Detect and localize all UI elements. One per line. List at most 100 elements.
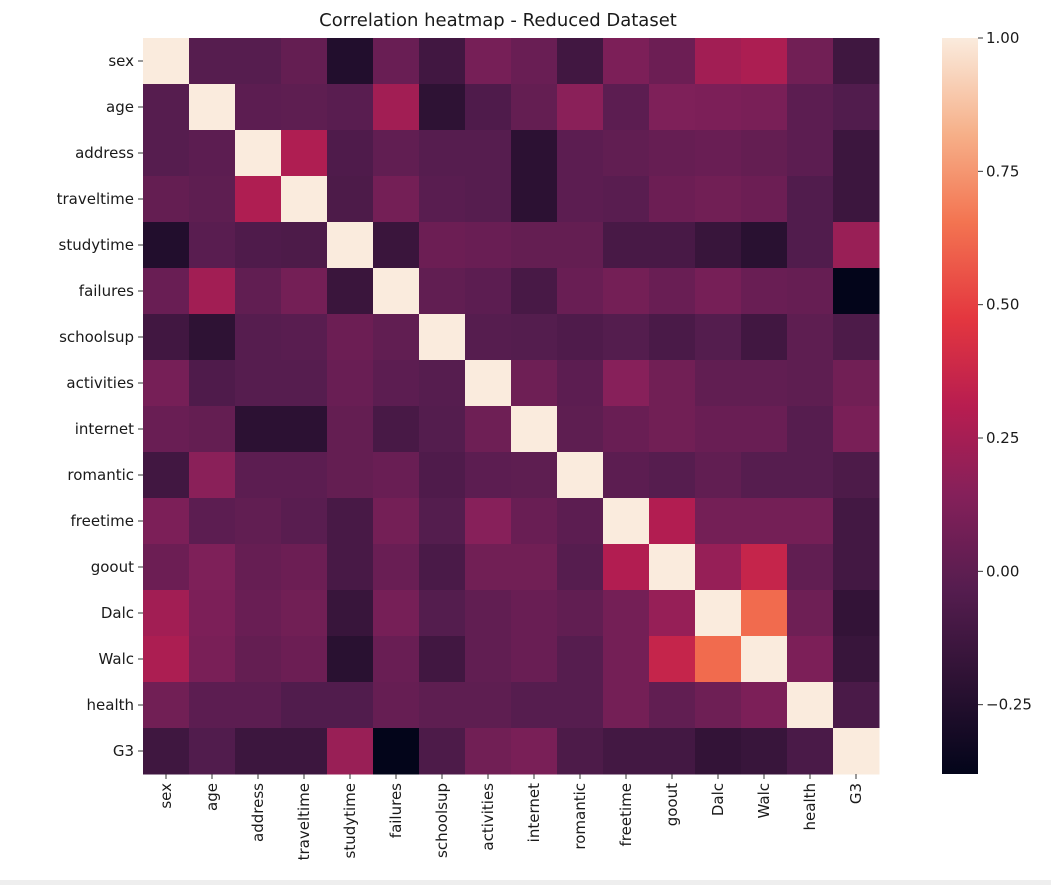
heatmap-cells xyxy=(143,38,880,775)
heatmap-cell-G3-failures xyxy=(373,728,420,775)
col-label-schoolsup: schoolsup xyxy=(433,783,451,858)
heatmap-cell-goout-activities xyxy=(465,544,512,591)
heatmap-cell-Walc-internet xyxy=(511,636,558,683)
heatmap-cell-activities-goout xyxy=(649,360,696,407)
heatmap-cell-goout-sex xyxy=(143,544,190,591)
heatmap-cell-age-freetime xyxy=(603,84,650,131)
heatmap-cell-address-address xyxy=(235,130,282,177)
heatmap-cell-activities-sex xyxy=(143,360,190,407)
row-label-age: age xyxy=(106,98,134,116)
heatmap-cell-Walc-goout xyxy=(649,636,696,683)
heatmap-cell-internet-sex xyxy=(143,406,190,453)
colorbar-tick-label: −0.25 xyxy=(986,696,1032,714)
heatmap-cell-Dalc-age xyxy=(189,590,236,637)
heatmap-cell-Walc-Walc xyxy=(741,636,788,683)
heatmap-cell-failures-activities xyxy=(465,268,512,315)
colorbar-tick-label: 1.00 xyxy=(986,29,1019,47)
heatmap-cell-traveltime-romantic xyxy=(557,176,604,223)
heatmap-cell-sex-failures xyxy=(373,38,420,85)
heatmap-cell-schoolsup-G3 xyxy=(833,314,880,361)
col-label-age: age xyxy=(203,783,221,811)
heatmap-cell-studytime-failures xyxy=(373,222,420,269)
heatmap-cell-health-freetime xyxy=(603,682,650,729)
col-label-goout: goout xyxy=(663,783,681,826)
heatmap-cell-romantic-freetime xyxy=(603,452,650,499)
row-label-sex: sex xyxy=(108,52,134,70)
heatmap-cell-failures-goout xyxy=(649,268,696,315)
heatmap-cell-failures-traveltime xyxy=(281,268,328,315)
heatmap-cell-Dalc-Walc xyxy=(741,590,788,637)
heatmap-cell-address-Walc xyxy=(741,130,788,177)
column-labels: sex age address traveltime studytime failures… xyxy=(157,774,865,860)
heatmap-cell-failures-Walc xyxy=(741,268,788,315)
col-label-freetime: freetime xyxy=(617,783,635,846)
heatmap-cell-studytime-sex xyxy=(143,222,190,269)
heatmap-cell-Dalc-romantic xyxy=(557,590,604,637)
heatmap-cell-address-goout xyxy=(649,130,696,177)
heatmap-cell-freetime-Walc xyxy=(741,498,788,545)
colorbar-tick-label: 0.25 xyxy=(986,429,1019,447)
col-label-Dalc: Dalc xyxy=(709,783,727,816)
heatmap-cell-traveltime-freetime xyxy=(603,176,650,223)
heatmap-cell-failures-studytime xyxy=(327,268,374,315)
heatmap-cell-sex-health xyxy=(787,38,834,85)
heatmap-cell-freetime-address xyxy=(235,498,282,545)
heatmap-cell-failures-health xyxy=(787,268,834,315)
heatmap-cell-freetime-G3 xyxy=(833,498,880,545)
heatmap-cell-sex-Walc xyxy=(741,38,788,85)
heatmap-cell-freetime-schoolsup xyxy=(419,498,466,545)
heatmap-cell-studytime-activities xyxy=(465,222,512,269)
heatmap-cell-freetime-studytime xyxy=(327,498,374,545)
heatmap-cell-internet-age xyxy=(189,406,236,453)
heatmap-cell-activities-age xyxy=(189,360,236,407)
heatmap-cell-studytime-G3 xyxy=(833,222,880,269)
heatmap-cell-failures-schoolsup xyxy=(419,268,466,315)
heatmap-cell-goout-goout xyxy=(649,544,696,591)
heatmap-cell-romantic-schoolsup xyxy=(419,452,466,499)
heatmap-cell-age-health xyxy=(787,84,834,131)
heatmap-cell-health-sex xyxy=(143,682,190,729)
heatmap-cell-traveltime-Walc xyxy=(741,176,788,223)
colorbar-tick-label: 0.75 xyxy=(986,162,1019,180)
heatmap-cell-age-address xyxy=(235,84,282,131)
chart-title: Correlation heatmap - Reduced Dataset xyxy=(319,10,677,31)
heatmap-cell-sex-sex xyxy=(143,38,190,85)
heatmap-cell-internet-schoolsup xyxy=(419,406,466,453)
heatmap-cell-G3-goout xyxy=(649,728,696,775)
heatmap-cell-studytime-schoolsup xyxy=(419,222,466,269)
heatmap-cell-studytime-Dalc xyxy=(695,222,742,269)
heatmap-cell-sex-age xyxy=(189,38,236,85)
heatmap-cell-Dalc-schoolsup xyxy=(419,590,466,637)
heatmap-cell-goout-internet xyxy=(511,544,558,591)
heatmap-cell-Dalc-G3 xyxy=(833,590,880,637)
row-labels: sex age address traveltime studytime failures… xyxy=(57,52,143,760)
heatmap-cell-romantic-internet xyxy=(511,452,558,499)
heatmap-cell-traveltime-studytime xyxy=(327,176,374,223)
heatmap-cell-traveltime-G3 xyxy=(833,176,880,223)
heatmap-cell-traveltime-Dalc xyxy=(695,176,742,223)
heatmap-cell-activities-G3 xyxy=(833,360,880,407)
heatmap-cell-age-romantic xyxy=(557,84,604,131)
heatmap-cell-Dalc-freetime xyxy=(603,590,650,637)
heatmap-cell-freetime-activities xyxy=(465,498,512,545)
heatmap-cell-age-studytime xyxy=(327,84,374,131)
heatmap-cell-traveltime-internet xyxy=(511,176,558,223)
heatmap-cell-internet-internet xyxy=(511,406,558,453)
heatmap-cell-freetime-failures xyxy=(373,498,420,545)
heatmap-cell-age-G3 xyxy=(833,84,880,131)
heatmap-cell-romantic-traveltime xyxy=(281,452,328,499)
row-label-failures: failures xyxy=(79,282,134,300)
heatmap-cell-sex-Dalc xyxy=(695,38,742,85)
heatmap-cell-studytime-age xyxy=(189,222,236,269)
colorbar: −0.25 0.00 0.25 0.50 0.75 1.00 xyxy=(942,29,1032,774)
heatmap-cell-goout-age xyxy=(189,544,236,591)
heatmap-cell-address-sex xyxy=(143,130,190,177)
heatmap-cell-G3-address xyxy=(235,728,282,775)
heatmap-cell-internet-studytime xyxy=(327,406,374,453)
row-label-address: address xyxy=(75,144,134,162)
heatmap-cell-traveltime-health xyxy=(787,176,834,223)
row-label-studytime: studytime xyxy=(59,236,135,254)
heatmap-cell-sex-traveltime xyxy=(281,38,328,85)
heatmap-cell-health-goout xyxy=(649,682,696,729)
